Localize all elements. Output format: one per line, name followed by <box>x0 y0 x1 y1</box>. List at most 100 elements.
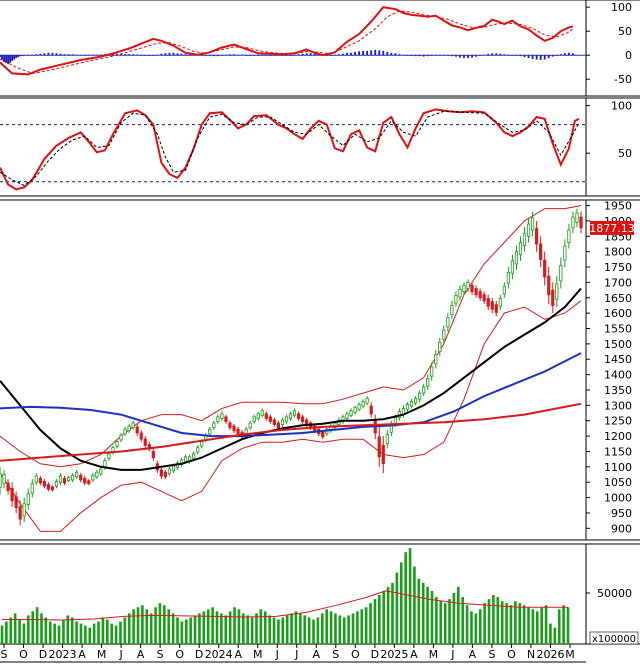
macd-histogram-bar <box>350 52 352 56</box>
macd-histogram-bar <box>467 55 469 59</box>
price-candle-body <box>107 453 111 459</box>
volume-bar <box>189 617 192 644</box>
macd-histogram-bar <box>551 55 554 57</box>
macd-histogram-bar <box>1 55 3 60</box>
price-candle-body <box>256 413 260 419</box>
macd-histogram-bar <box>11 55 14 61</box>
macd-histogram-bar <box>168 52 171 56</box>
volume-bar <box>250 617 254 644</box>
volume-bar <box>158 603 162 644</box>
price-ma-blue <box>0 352 582 438</box>
price-candle-body <box>79 474 83 481</box>
price-candle-body <box>486 298 490 307</box>
macd-histogram-bar <box>245 55 248 56</box>
x-tick-label: A <box>410 648 418 661</box>
x-tick-label: 2024 <box>205 648 233 661</box>
price-candle-body <box>571 216 575 229</box>
macd-histogram-bar <box>418 55 421 57</box>
volume-bar <box>228 611 232 644</box>
x-tick-label: S <box>488 648 495 661</box>
macd-histogram-bar <box>13 55 16 60</box>
macd-histogram-bar <box>390 52 393 56</box>
price-candle-body <box>131 422 135 429</box>
price-candle-body <box>482 294 486 302</box>
price-candle-body <box>288 413 293 419</box>
volume-bar <box>119 621 122 644</box>
macd-histogram-bar <box>87 54 90 56</box>
price-candle-body <box>430 366 434 377</box>
x-tick-label: J <box>450 648 454 661</box>
macd-histogram-bar <box>434 55 437 56</box>
macd-histogram-bar <box>463 55 465 59</box>
macd-histogram-bar <box>55 53 58 56</box>
volume-bar <box>220 613 223 644</box>
volume-bar <box>22 623 26 644</box>
volume-bar <box>299 613 302 644</box>
volume-bar <box>101 617 105 644</box>
volume-bar <box>562 605 565 644</box>
volume-bar <box>421 582 425 644</box>
price-y-tick-label: 1000 <box>604 492 632 505</box>
volume-bar <box>408 548 412 644</box>
macd-histogram-bar <box>27 55 30 56</box>
macd-histogram-bar <box>515 55 518 56</box>
x-tick-label: S <box>332 648 339 661</box>
volume-bar <box>448 599 451 644</box>
price-candle-body <box>510 260 515 274</box>
price-candle-body <box>405 404 410 410</box>
price-y-tick-label: 1450 <box>604 353 632 366</box>
macd-histogram-bar <box>249 55 252 56</box>
macd-histogram-bar <box>559 54 562 56</box>
stoch-pct-D-line <box>0 110 580 187</box>
price-candle-body <box>547 275 551 296</box>
volume-bar <box>307 617 311 644</box>
price-candle-body <box>232 425 236 432</box>
volume-bar <box>176 617 179 644</box>
price-candle-body <box>563 245 567 261</box>
macd-macd-line <box>0 6 574 76</box>
volume-bar <box>382 590 386 644</box>
price-y-tick-label: 950 <box>611 507 632 520</box>
volume-bar <box>13 613 17 644</box>
macd-histogram-bar <box>176 53 179 56</box>
macd-histogram-bar <box>144 55 147 56</box>
macd-histogram-bar <box>23 55 26 56</box>
price-candle-body <box>183 456 188 462</box>
macd-histogram-bar <box>269 55 272 56</box>
volume-bar <box>237 609 241 644</box>
macd-histogram-bar <box>535 55 538 60</box>
macd-histogram-bar <box>527 55 530 59</box>
volume-bar <box>535 611 539 644</box>
macd-histogram-bar <box>313 53 316 56</box>
stoch-y-tick-label: 50 <box>618 147 632 160</box>
volume-bar <box>356 611 359 644</box>
price-candle-body <box>305 419 309 425</box>
volume-bar <box>430 590 434 644</box>
macd-histogram-bar <box>47 52 50 56</box>
volume-bar <box>35 607 39 644</box>
volume-bar <box>154 607 157 644</box>
macd-histogram-bar <box>487 53 490 56</box>
volume-bar <box>263 611 267 644</box>
macd-histogram-bar <box>265 54 268 56</box>
volume-bar <box>145 609 149 644</box>
price-candle-body <box>22 503 26 517</box>
price-candle-body <box>87 480 91 485</box>
volume-bar <box>553 627 557 644</box>
volume-bar <box>84 625 87 644</box>
price-candle-body <box>530 217 535 231</box>
macd-histogram-bar <box>539 55 542 60</box>
volume-bar <box>496 597 500 644</box>
price-bollinger-lower <box>0 300 582 532</box>
volume-bar <box>9 617 13 644</box>
macd-histogram-bar <box>459 55 461 58</box>
volume-bar <box>167 609 171 644</box>
macd-histogram-bar <box>555 55 558 56</box>
x-tick-label: A <box>469 648 477 661</box>
macd-histogram-bar <box>386 51 389 56</box>
volume-bar <box>198 613 201 644</box>
macd-histogram-bar <box>91 54 94 56</box>
macd-histogram-bar <box>3 55 5 62</box>
price-candle-body <box>54 481 59 487</box>
macd-histogram-bar <box>19 55 22 57</box>
